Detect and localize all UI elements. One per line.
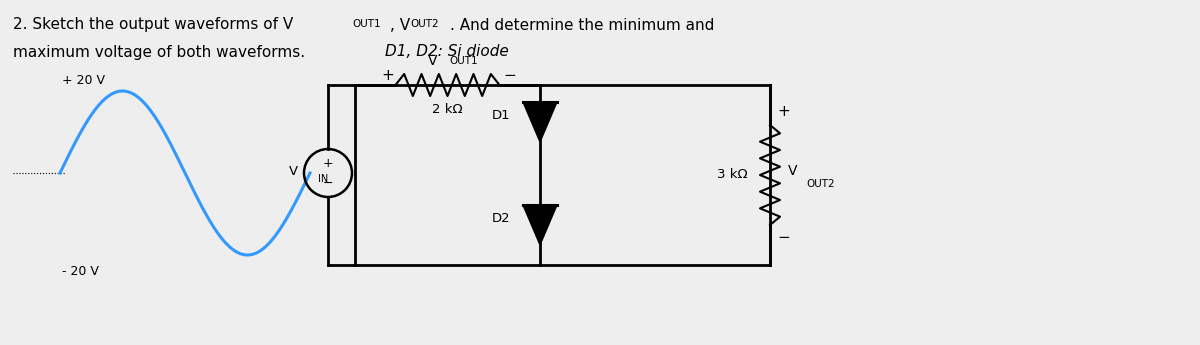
- Text: D1: D1: [491, 109, 510, 122]
- Polygon shape: [523, 205, 557, 245]
- Text: maximum voltage of both waveforms.: maximum voltage of both waveforms.: [13, 45, 310, 59]
- Text: −: −: [323, 177, 334, 189]
- Text: +: +: [382, 68, 394, 82]
- Text: V: V: [289, 165, 298, 177]
- Text: +: +: [323, 157, 334, 169]
- Text: D2: D2: [491, 213, 510, 226]
- Text: . And determine the minimum and: . And determine the minimum and: [450, 18, 714, 32]
- Text: +: +: [778, 104, 791, 119]
- Text: + 20 V: + 20 V: [62, 74, 106, 87]
- Text: D1, D2: Si diode: D1, D2: Si diode: [385, 45, 509, 59]
- Text: V: V: [788, 164, 798, 178]
- Text: 2. Sketch the output waveforms of V: 2. Sketch the output waveforms of V: [13, 18, 293, 32]
- Polygon shape: [523, 102, 557, 142]
- Text: 2 kΩ: 2 kΩ: [432, 103, 463, 116]
- Text: , V: , V: [390, 18, 410, 32]
- Text: −: −: [503, 68, 516, 82]
- Text: V: V: [428, 54, 438, 68]
- Text: - 20 V: - 20 V: [62, 265, 98, 278]
- Text: −: −: [778, 230, 791, 245]
- Text: OUT2: OUT2: [410, 19, 439, 29]
- Text: IN: IN: [318, 174, 329, 184]
- Text: OUT1: OUT1: [450, 56, 478, 66]
- Text: OUT1: OUT1: [352, 19, 380, 29]
- Text: 3 kΩ: 3 kΩ: [718, 168, 748, 181]
- Text: OUT2: OUT2: [806, 179, 835, 189]
